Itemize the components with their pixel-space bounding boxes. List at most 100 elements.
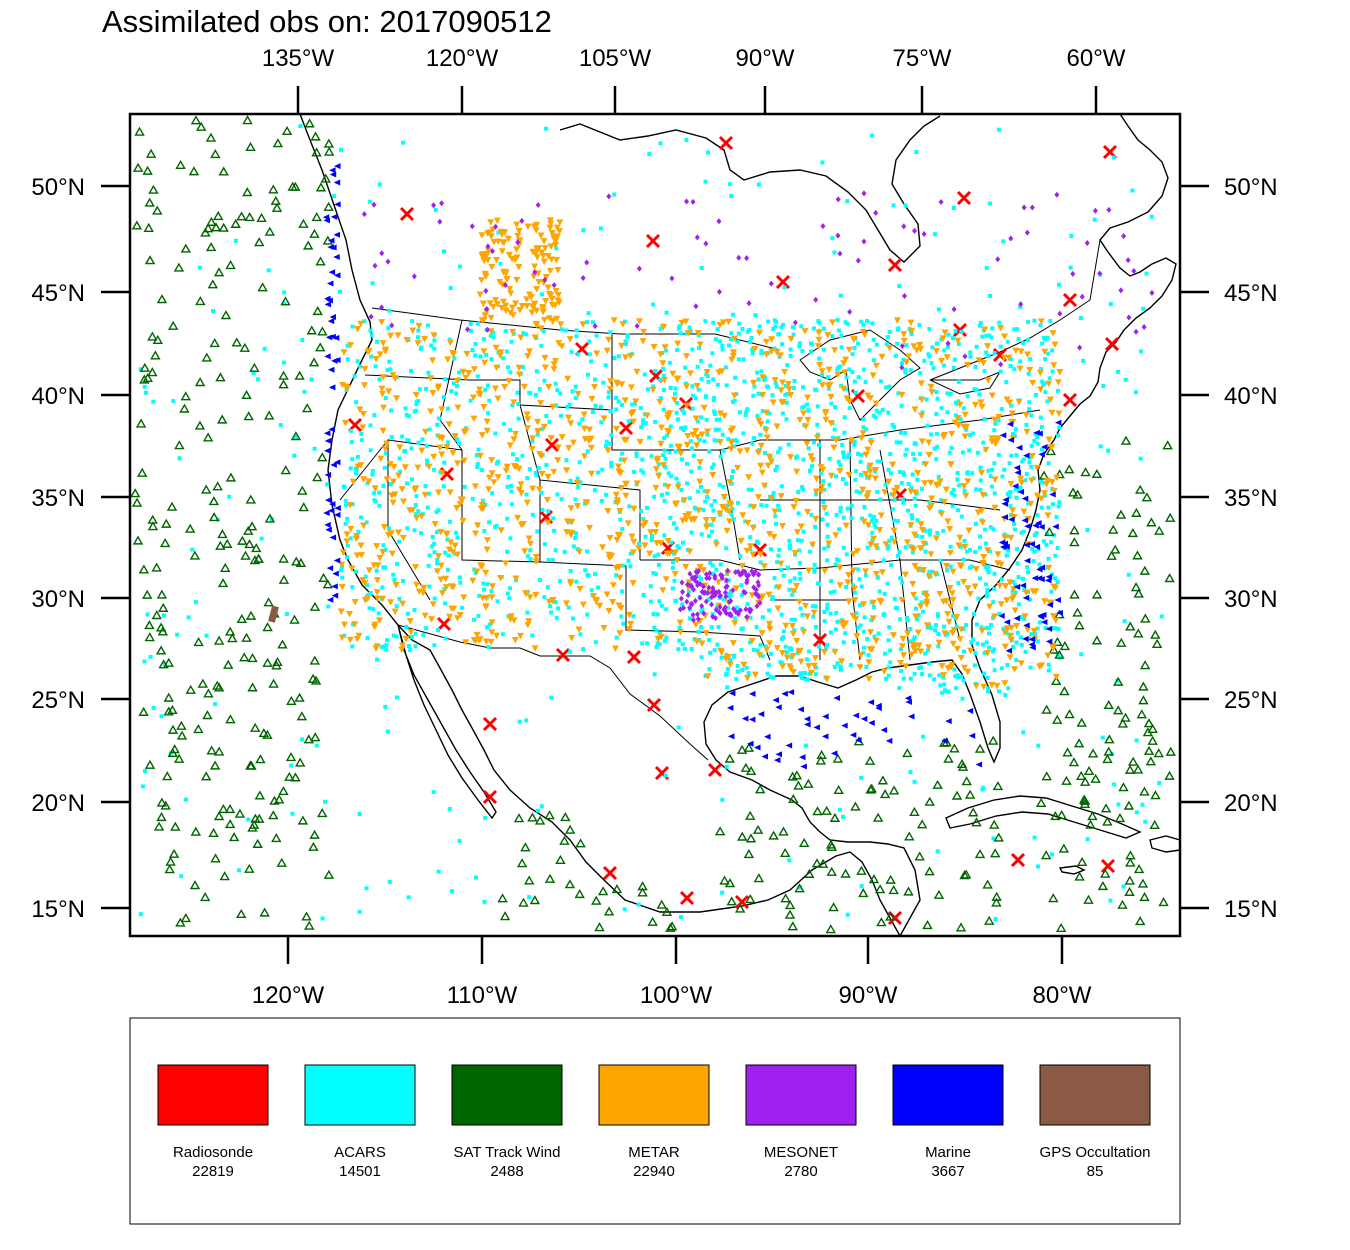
- obs-marker: [421, 632, 426, 637]
- obs-marker: [704, 673, 712, 680]
- obs-marker: [340, 349, 348, 356]
- obs-marker: [712, 438, 717, 443]
- obs-marker: [657, 351, 665, 358]
- right-tick-label: 45°N: [1224, 280, 1278, 307]
- obs-marker: [671, 571, 679, 578]
- obs-marker: [323, 869, 335, 879]
- obs-marker: [379, 340, 387, 347]
- legend-name: MESONET: [764, 1144, 838, 1161]
- obs-marker: [389, 478, 397, 486]
- obs-marker: [717, 603, 723, 610]
- obs-marker: [936, 474, 941, 479]
- obs-marker: [1044, 526, 1055, 537]
- obs-marker: [388, 367, 393, 372]
- obs-marker: [553, 257, 561, 264]
- obs-marker: [955, 673, 960, 678]
- obs-marker: [712, 648, 717, 653]
- obs-marker: [825, 558, 830, 563]
- obs-marker: [425, 505, 430, 510]
- obs-marker: [668, 515, 673, 520]
- obs-marker: [322, 214, 330, 221]
- obs-marker: [799, 410, 807, 417]
- obs-marker: [556, 606, 561, 611]
- obs-marker: [835, 661, 840, 666]
- obs-marker: [900, 331, 908, 338]
- obs-marker: [825, 534, 830, 539]
- obs-marker: [1100, 803, 1112, 813]
- obs-marker: [282, 290, 287, 295]
- obs-marker: [827, 420, 835, 427]
- obs-marker: [1032, 588, 1040, 595]
- obs-marker: [1092, 217, 1097, 222]
- obs-marker: [1029, 379, 1037, 387]
- obs-marker: [205, 242, 217, 252]
- obs-marker: [1024, 351, 1032, 359]
- obs-marker: [580, 647, 585, 652]
- obs-marker: [741, 715, 749, 722]
- obs-marker: [409, 507, 417, 514]
- obs-marker: [585, 320, 590, 325]
- obs-marker: [576, 585, 584, 593]
- obs-marker: [548, 301, 556, 309]
- obs-marker: [655, 612, 660, 617]
- obs-marker: [387, 530, 395, 537]
- obs-marker: [984, 333, 989, 338]
- obs-marker: [850, 583, 855, 588]
- obs-marker: [309, 601, 321, 611]
- obs-marker: [777, 387, 785, 394]
- obs-marker: [773, 757, 781, 764]
- obs-marker: [807, 549, 812, 554]
- obs-marker: [699, 358, 704, 363]
- obs-marker: [523, 499, 531, 507]
- obs-marker: [959, 329, 964, 334]
- obs-marker: [341, 419, 349, 427]
- right-tick-label: 40°N: [1224, 383, 1278, 410]
- obs-marker: [798, 606, 803, 611]
- obs-marker: [1127, 756, 1139, 766]
- obs-marker: [962, 488, 967, 493]
- obs-marker: [676, 647, 681, 652]
- obs-marker: [810, 662, 818, 670]
- obs-marker: [813, 434, 821, 442]
- obs-marker: [1164, 770, 1175, 780]
- obs-marker: [420, 584, 428, 592]
- obs-marker: [940, 672, 948, 679]
- obs-marker: [841, 640, 846, 645]
- obs-marker: [544, 284, 552, 292]
- obs-marker: [948, 590, 956, 597]
- obs-marker: [487, 219, 495, 226]
- obs-marker: [649, 386, 657, 394]
- obs-marker: [242, 187, 253, 197]
- obs-marker: [432, 338, 437, 343]
- obs-marker: [494, 523, 499, 528]
- obs-marker: [651, 302, 656, 307]
- obs-marker: [903, 367, 908, 372]
- obs-marker: [863, 573, 868, 578]
- obs-marker: [971, 583, 979, 591]
- obs-marker: [864, 755, 876, 765]
- obs-marker: [852, 346, 857, 351]
- obs-marker: [947, 450, 952, 455]
- obs-marker: [870, 321, 875, 326]
- obs-marker: [533, 254, 541, 261]
- obs-marker: [542, 276, 548, 283]
- obs-marker: [528, 548, 533, 553]
- obs-marker: [775, 751, 783, 758]
- obs-marker: [639, 522, 647, 530]
- obs-marker: [337, 289, 342, 294]
- obs-marker: [856, 664, 864, 671]
- obs-marker: [915, 477, 920, 482]
- obs-marker: [139, 362, 151, 372]
- obs-marker: [996, 453, 1001, 458]
- obs-marker: [1021, 204, 1027, 211]
- obs-marker: [745, 833, 757, 843]
- obs-marker: [131, 220, 143, 230]
- obs-marker: [857, 652, 865, 659]
- obs-marker: [845, 506, 850, 511]
- obs-marker: [487, 520, 492, 525]
- obs-marker: [338, 584, 346, 591]
- obs-marker: [1018, 305, 1023, 310]
- obs-marker: [836, 328, 841, 333]
- obs-marker: [237, 535, 248, 545]
